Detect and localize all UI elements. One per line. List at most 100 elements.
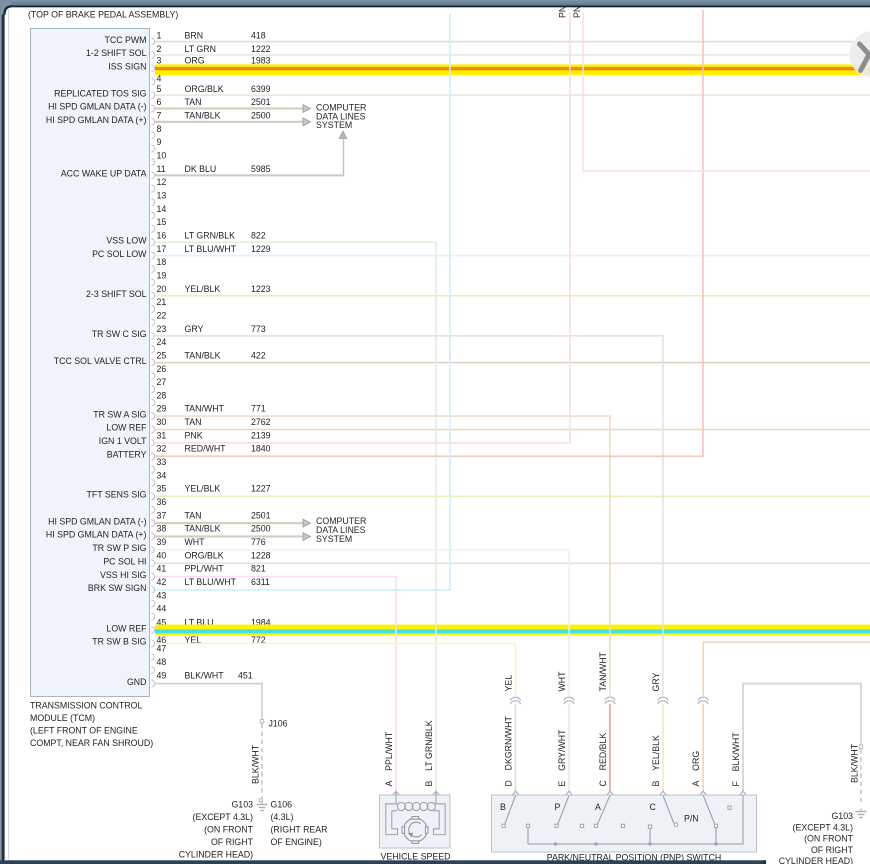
svg-text:ORG: ORG <box>185 55 205 65</box>
svg-text:CYLINDER HEAD): CYLINDER HEAD) <box>179 850 253 860</box>
svg-text:3: 3 <box>157 55 162 65</box>
svg-text:28: 28 <box>157 390 167 400</box>
svg-text:BLK/WHT: BLK/WHT <box>251 744 261 784</box>
svg-text:23: 23 <box>157 324 167 334</box>
svg-text:C: C <box>650 802 657 812</box>
svg-text:1223: 1223 <box>251 284 271 294</box>
svg-text:45: 45 <box>157 617 167 627</box>
svg-text:TCC PWM: TCC PWM <box>104 35 146 45</box>
svg-text:(4.3L): (4.3L) <box>271 812 294 822</box>
svg-text:418: 418 <box>251 31 266 41</box>
svg-text:PPL/WHT: PPL/WHT <box>185 564 225 574</box>
svg-text:1229: 1229 <box>251 244 271 254</box>
svg-text:YEL: YEL <box>185 635 202 645</box>
svg-text:TR SW P SIG: TR SW P SIG <box>92 543 146 553</box>
svg-text:5985: 5985 <box>251 164 271 174</box>
svg-text:TAN: TAN <box>185 97 202 107</box>
svg-text:DK BLU: DK BLU <box>185 164 217 174</box>
svg-text:C RED/BLK: C RED/BLK <box>598 733 608 787</box>
svg-text:(LEFT FRONT OF ENGINE: (LEFT FRONT OF ENGINE <box>30 726 138 736</box>
svg-text:E GRY/WHT: E GRY/WHT <box>557 729 567 787</box>
svg-text:772: 772 <box>251 635 266 645</box>
svg-text:26: 26 <box>157 364 167 374</box>
svg-text:10: 10 <box>157 151 167 161</box>
svg-text:PNK: PNK <box>572 0 582 18</box>
svg-text:WHT: WHT <box>185 537 206 547</box>
svg-text:ISS SIGN: ISS SIGN <box>108 62 146 72</box>
svg-text:2139: 2139 <box>251 430 271 440</box>
svg-text:16: 16 <box>157 230 167 240</box>
svg-text:J106: J106 <box>269 719 288 729</box>
svg-text:21: 21 <box>157 297 167 307</box>
svg-text:TAN/BLK: TAN/BLK <box>185 524 221 534</box>
svg-text:VEHICLE SPEED: VEHICLE SPEED <box>381 852 451 862</box>
svg-text:DATA LINES: DATA LINES <box>316 525 366 535</box>
svg-text:BRN: BRN <box>185 31 204 41</box>
svg-text:2-3 SHIFT SOL: 2-3 SHIFT SOL <box>86 289 147 299</box>
svg-text:38: 38 <box>157 524 167 534</box>
svg-text:TAN/BLK: TAN/BLK <box>185 350 221 360</box>
svg-text:4: 4 <box>157 73 162 83</box>
svg-text:PARK/NEUTRAL POSITION (PNP) SW: PARK/NEUTRAL POSITION (PNP) SWITCH <box>547 853 722 863</box>
svg-text:TAN/BLK: TAN/BLK <box>185 111 221 121</box>
svg-text:ORG/BLK: ORG/BLK <box>185 84 224 94</box>
svg-text:LT BLU/WHT: LT BLU/WHT <box>185 577 237 587</box>
svg-text:1222: 1222 <box>251 44 271 54</box>
svg-text:39: 39 <box>157 537 167 547</box>
svg-text:422: 422 <box>251 350 266 360</box>
svg-text:46: 46 <box>157 635 167 645</box>
svg-text:LT BLU: LT BLU <box>185 617 214 627</box>
svg-text:29: 29 <box>157 404 167 414</box>
svg-text:PC SOL HI: PC SOL HI <box>103 556 146 566</box>
svg-text:451: 451 <box>238 670 253 680</box>
svg-text:SYSTEM: SYSTEM <box>316 534 352 544</box>
svg-text:TR SW C SIG: TR SW C SIG <box>92 329 147 339</box>
svg-text:LOW REF: LOW REF <box>106 423 147 433</box>
svg-text:27: 27 <box>157 377 167 387</box>
svg-text:A ORG: A ORG <box>691 751 701 787</box>
svg-text:2500: 2500 <box>251 111 271 121</box>
svg-text:TAN/WHT: TAN/WHT <box>185 404 225 414</box>
svg-text:PNK: PNK <box>558 0 568 18</box>
svg-text:44: 44 <box>157 604 167 614</box>
svg-text:TAN/WHT: TAN/WHT <box>598 651 608 691</box>
svg-text:G103: G103 <box>231 800 253 810</box>
svg-text:PNK: PNK <box>185 430 203 440</box>
svg-text:34: 34 <box>157 470 167 480</box>
svg-text:VSS HI SIG: VSS HI SIG <box>100 570 147 580</box>
svg-text:HI SPD GMLAN DATA (+): HI SPD GMLAN DATA (+) <box>46 530 147 540</box>
svg-text:1984: 1984 <box>251 617 271 627</box>
svg-text:A: A <box>595 802 601 812</box>
svg-text:49: 49 <box>157 670 167 680</box>
svg-text:BLK/WHT: BLK/WHT <box>185 670 225 680</box>
svg-text:1227: 1227 <box>251 484 271 494</box>
svg-text:47: 47 <box>157 644 167 654</box>
svg-text:B LT GRN/BLK: B LT GRN/BLK <box>424 720 434 786</box>
svg-text:42: 42 <box>157 577 167 587</box>
svg-text:1983: 1983 <box>251 55 271 65</box>
svg-text:822: 822 <box>251 230 266 240</box>
svg-text:TAN: TAN <box>185 510 202 520</box>
svg-text:36: 36 <box>157 497 167 507</box>
svg-text:F BLK/WHT: F BLK/WHT <box>731 732 741 787</box>
svg-text:20: 20 <box>157 284 167 294</box>
svg-text:(TOP OF BRAKE PEDAL ASSEMBLY): (TOP OF BRAKE PEDAL ASSEMBLY) <box>28 10 178 20</box>
svg-text:1840: 1840 <box>251 444 271 454</box>
svg-text:RED/WHT: RED/WHT <box>185 444 227 454</box>
svg-text:YEL/BLK: YEL/BLK <box>185 284 221 294</box>
svg-text:17: 17 <box>157 244 167 254</box>
svg-text:24: 24 <box>157 337 167 347</box>
svg-text:12: 12 <box>157 177 167 187</box>
svg-text:GRY: GRY <box>651 672 661 691</box>
svg-text:SYSTEM: SYSTEM <box>316 120 352 130</box>
svg-text:OF RIGHT: OF RIGHT <box>211 837 254 847</box>
svg-text:5: 5 <box>157 84 162 94</box>
svg-text:48: 48 <box>157 657 167 667</box>
svg-text:6: 6 <box>157 97 162 107</box>
svg-text:2501: 2501 <box>251 510 271 520</box>
svg-text:COMPUTER: COMPUTER <box>316 103 366 113</box>
svg-text:43: 43 <box>157 590 167 600</box>
svg-text:BLK/WHT: BLK/WHT <box>850 743 860 783</box>
svg-text:TR SW B SIG: TR SW B SIG <box>92 637 146 647</box>
svg-text:821: 821 <box>251 564 266 574</box>
